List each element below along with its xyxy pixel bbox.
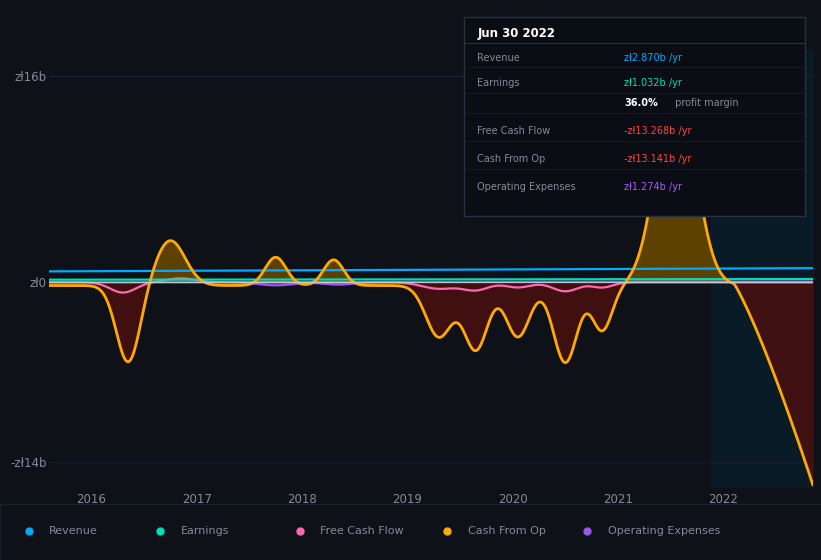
Text: Revenue: Revenue <box>478 53 521 63</box>
Text: zł2.870b /yr: zł2.870b /yr <box>624 53 682 63</box>
Text: Free Cash Flow: Free Cash Flow <box>478 126 551 136</box>
Text: zł1.032b /yr: zł1.032b /yr <box>624 78 682 88</box>
Text: profit margin: profit margin <box>672 99 738 108</box>
Text: -zł13.268b /yr: -zł13.268b /yr <box>624 126 691 136</box>
Text: Jun 30 2022: Jun 30 2022 <box>478 27 556 40</box>
Text: Cash From Op: Cash From Op <box>478 154 546 164</box>
Text: Operating Expenses: Operating Expenses <box>608 526 720 536</box>
Text: Revenue: Revenue <box>49 526 98 536</box>
Text: Operating Expenses: Operating Expenses <box>478 182 576 192</box>
Text: Free Cash Flow: Free Cash Flow <box>320 526 404 536</box>
Text: 36.0%: 36.0% <box>624 99 658 108</box>
Text: Earnings: Earnings <box>478 78 520 88</box>
Text: Earnings: Earnings <box>181 526 229 536</box>
Text: zł1.274b /yr: zł1.274b /yr <box>624 182 682 192</box>
Text: Cash From Op: Cash From Op <box>468 526 546 536</box>
Text: -zł13.141b /yr: -zł13.141b /yr <box>624 154 691 164</box>
